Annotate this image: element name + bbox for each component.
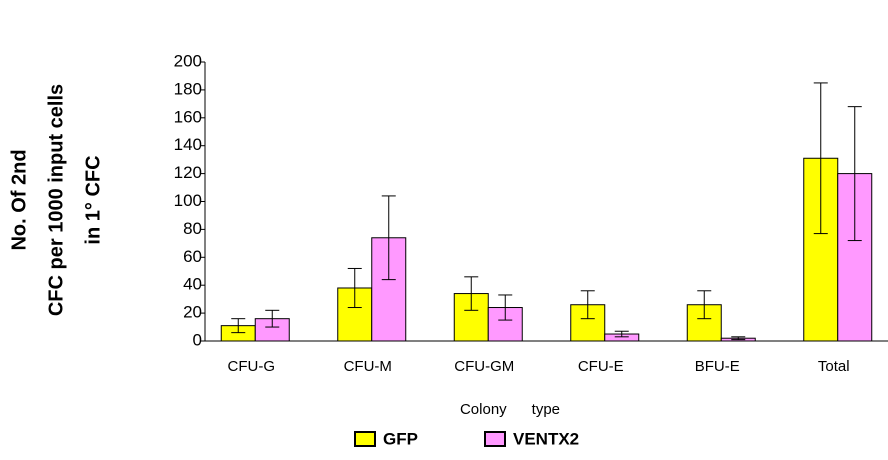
y-axis-label: No. Of 2nd [8,149,30,250]
x-tick-label: CFU-G [228,358,276,375]
legend-label: GFP [383,429,418,448]
x-axis-label: Colony type [460,401,560,418]
x-tick-label: CFU-M [344,358,392,375]
y-tick-label: 0 [193,330,202,349]
x-tick-label: BFU-E [695,358,740,375]
y-axis-label: in 1° CFC [82,155,104,244]
y-tick-label: 80 [183,219,202,238]
y-tick-label: 120 [174,163,202,182]
legend-label: VENTX2 [513,429,579,448]
y-tick-label: 180 [174,79,202,98]
y-tick-label: 200 [174,51,202,70]
y-tick-label: 140 [174,135,202,154]
y-tick-label: 160 [174,107,202,126]
y-tick-label: 60 [183,247,202,266]
legend-swatch [484,431,506,447]
x-tick-label: CFU-E [578,358,624,375]
x-tick-label: Total [818,358,850,375]
y-axis-label: CFC per 1000 input cells [45,84,67,316]
y-tick-label: 40 [183,275,202,294]
y-tick-label: 100 [174,191,202,210]
legend-swatch [354,431,376,447]
y-tick-label: 20 [183,303,202,322]
x-tick-label: CFU-GM [454,358,514,375]
